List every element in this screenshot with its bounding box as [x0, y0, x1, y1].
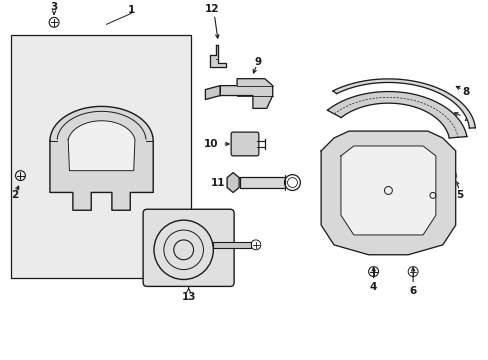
- Text: 13: 13: [181, 292, 196, 302]
- Bar: [240, 177, 284, 189]
- Text: 10: 10: [203, 139, 218, 149]
- Text: 5: 5: [455, 190, 462, 201]
- Text: 8: 8: [461, 86, 468, 96]
- Bar: [11, 35, 190, 278]
- FancyBboxPatch shape: [143, 209, 234, 287]
- Text: 6: 6: [408, 286, 416, 296]
- Text: 7: 7: [461, 113, 468, 123]
- Text: 2: 2: [11, 190, 18, 201]
- Polygon shape: [205, 86, 220, 99]
- Bar: [213, 242, 250, 248]
- Polygon shape: [340, 146, 435, 235]
- Text: 3: 3: [50, 3, 58, 13]
- Text: 12: 12: [204, 4, 219, 14]
- Polygon shape: [220, 79, 272, 108]
- Text: 4: 4: [369, 282, 377, 292]
- Text: 9: 9: [254, 57, 261, 67]
- Text: 1: 1: [127, 5, 135, 15]
- Polygon shape: [226, 173, 239, 193]
- Polygon shape: [327, 91, 466, 138]
- Polygon shape: [210, 45, 226, 67]
- Polygon shape: [321, 131, 455, 255]
- Text: 11: 11: [210, 177, 225, 188]
- Polygon shape: [68, 121, 135, 171]
- Polygon shape: [50, 107, 153, 210]
- Polygon shape: [332, 79, 474, 128]
- FancyBboxPatch shape: [231, 132, 258, 156]
